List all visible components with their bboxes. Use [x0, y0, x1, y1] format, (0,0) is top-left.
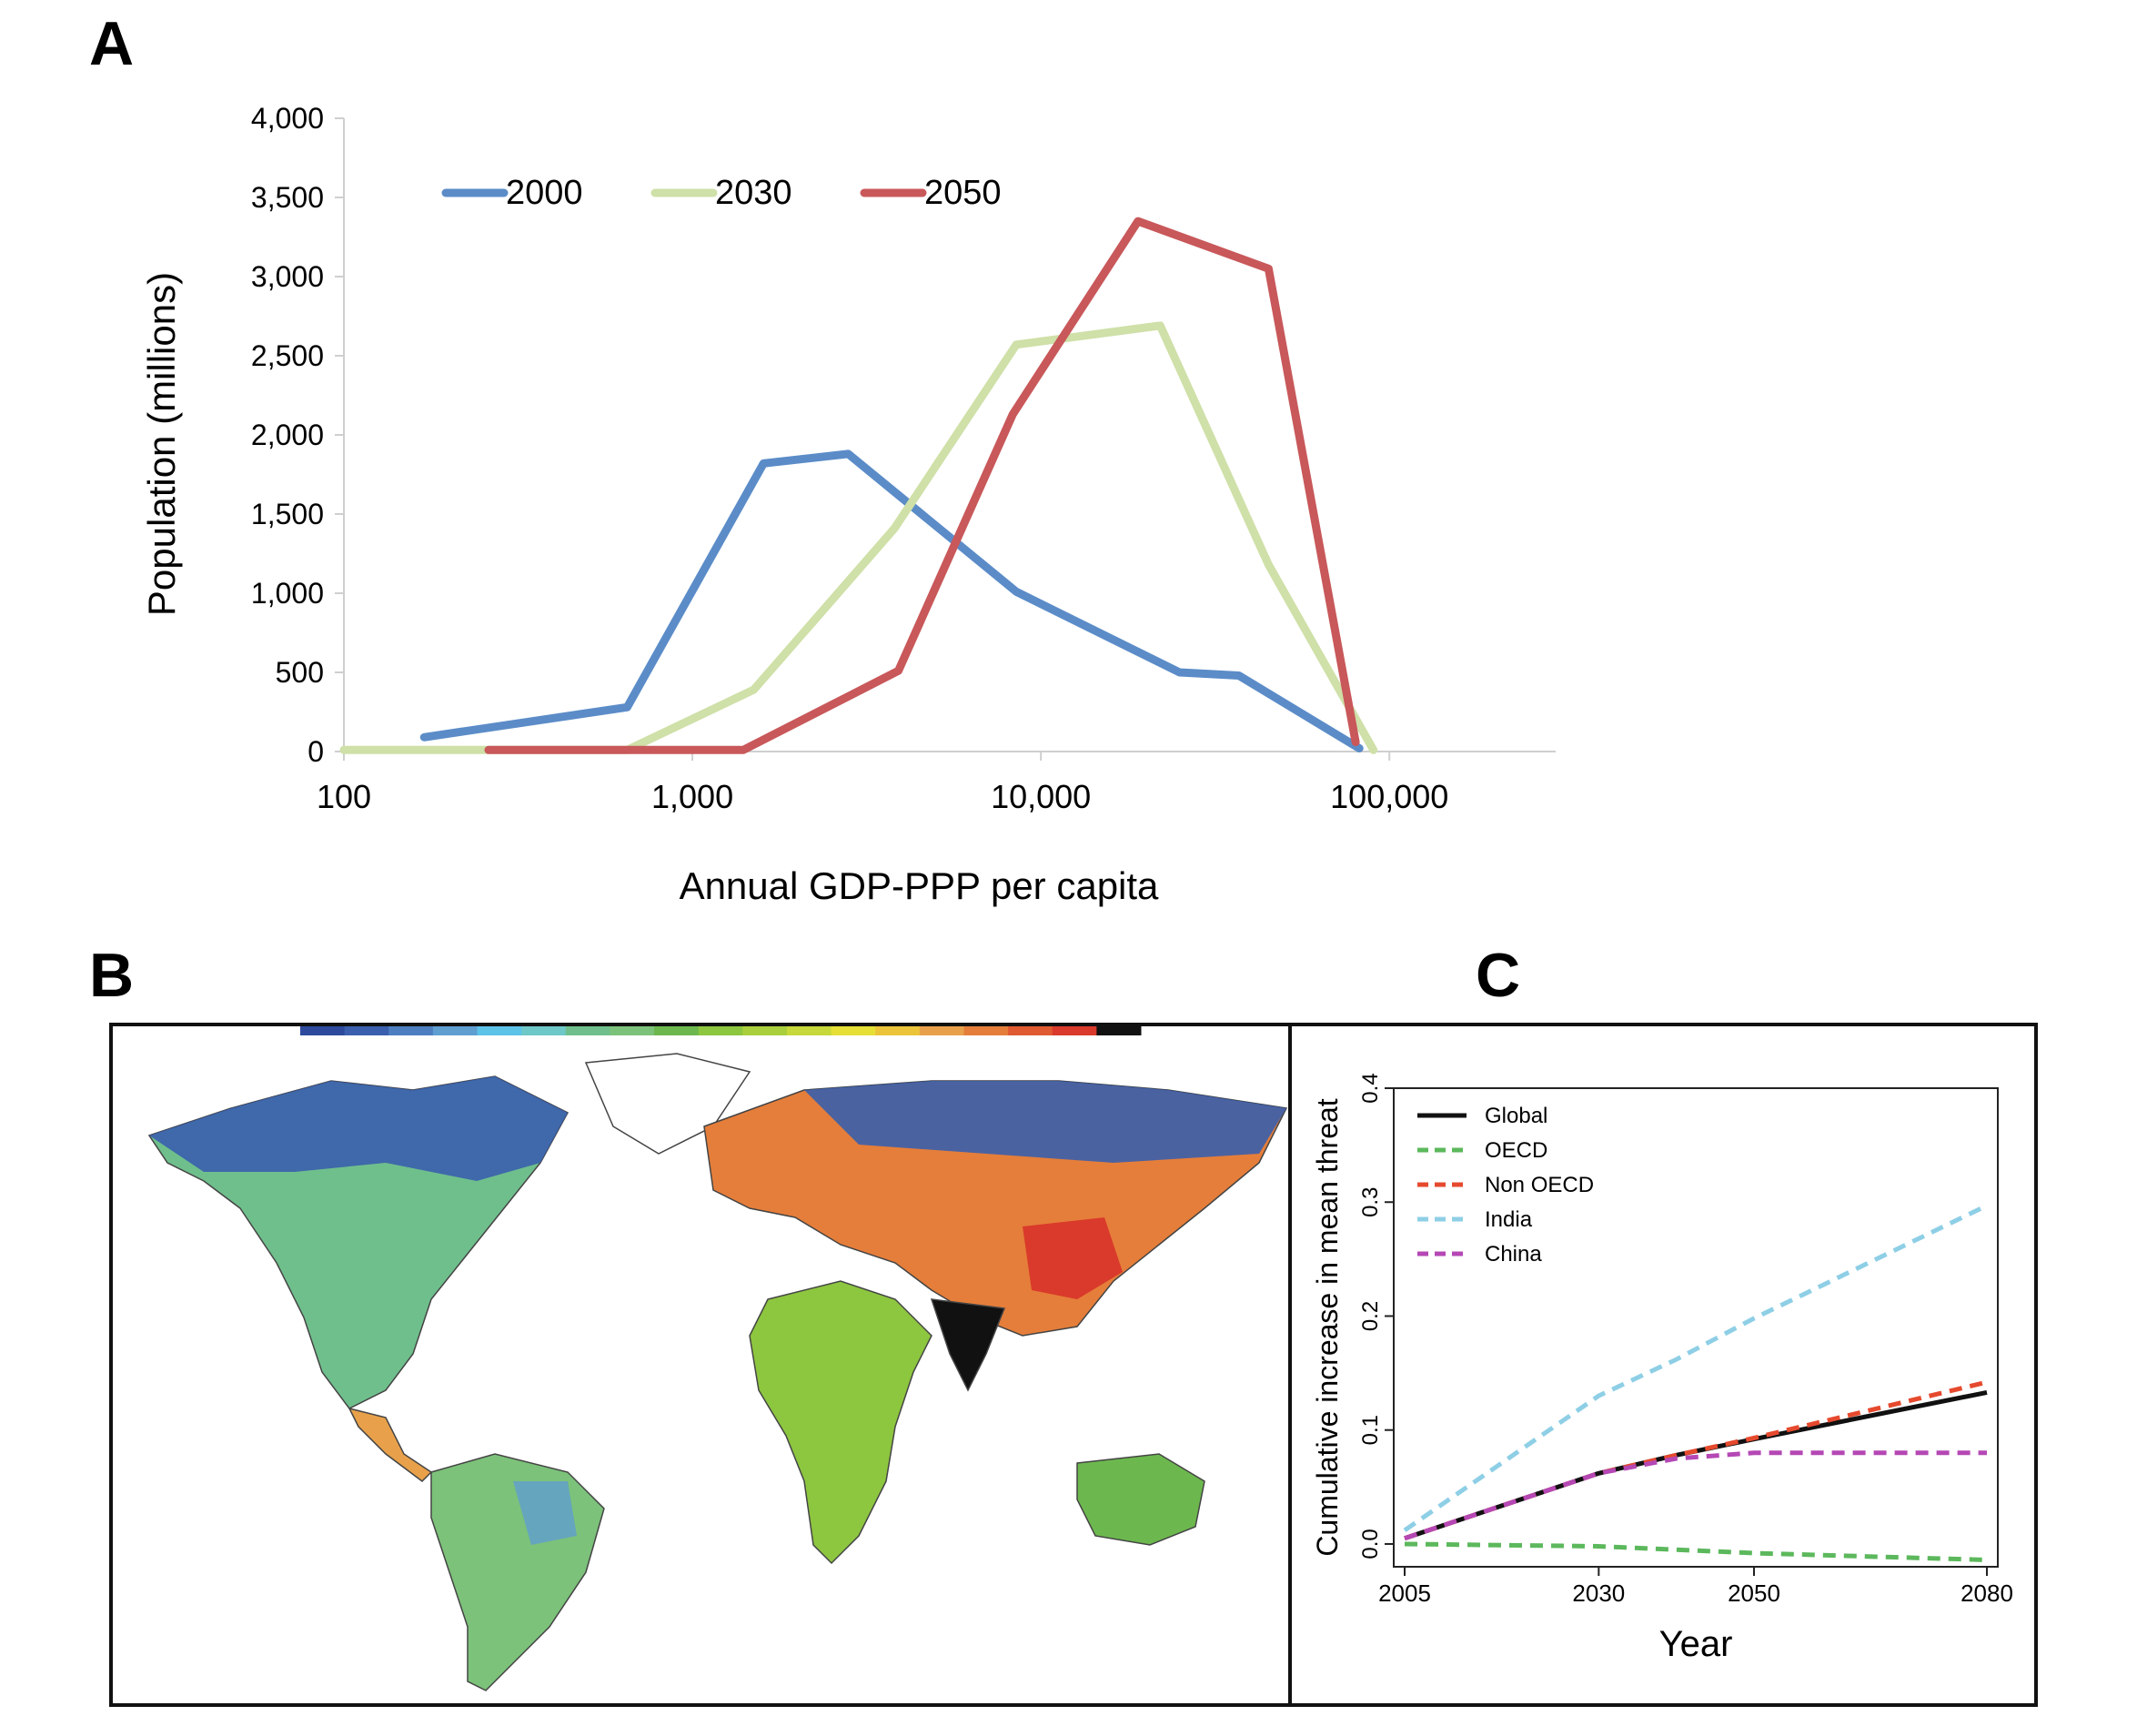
colorbar-cell	[521, 1026, 567, 1035]
x-tick-label: 100,000	[1330, 778, 1448, 815]
colorbar-cell	[388, 1026, 434, 1035]
landmass-north-asia-arctic	[804, 1081, 1286, 1163]
legend-label-India: India	[1485, 1207, 1533, 1232]
colorbar-cell	[963, 1026, 1009, 1035]
series-line-2030	[339, 321, 1378, 754]
series-line-India	[1403, 1203, 1989, 1532]
legend-label-OECD: OECD	[1485, 1138, 1547, 1163]
gdp-population-chart: 0 500 1,000 1,500 2,000 2,500 3,000 3,500 4,000 1…	[140, 102, 1556, 907]
landmass-north-america-arctic	[149, 1076, 568, 1181]
legend-label-Non-OECD: Non OECD	[1485, 1173, 1594, 1197]
colorbar-cell	[786, 1026, 832, 1035]
x-tick-label: 10,000	[991, 778, 1091, 815]
colorbar-cell	[919, 1026, 964, 1035]
series-line-Non-OECD	[1404, 1379, 1988, 1541]
colorbar-cell	[875, 1026, 921, 1035]
colorbar-cell	[831, 1026, 876, 1035]
x-tick-label: 2005	[1378, 1580, 1431, 1607]
legend-label-2000: 2000	[506, 174, 583, 212]
panel-label-c: C	[1476, 941, 1521, 1010]
colorbar-cell	[1052, 1026, 1097, 1035]
legend-label-2050: 2050	[924, 174, 1002, 212]
series-line-2000	[419, 449, 1364, 752]
y-tick-label: 0.3	[1358, 1187, 1383, 1217]
world-threat-map: 0.10.20.30.40.50.60.70.80.9>1	[147, 1026, 1288, 1691]
y-tick-label: 3,500	[251, 181, 324, 214]
colorbar-cell	[344, 1026, 389, 1035]
legend-label-Global: Global	[1485, 1104, 1547, 1128]
y-tick-label: 0.0	[1358, 1529, 1383, 1559]
y-tick-label: 3,000	[251, 260, 324, 293]
colorbar-cell	[432, 1026, 479, 1035]
series-line-Global	[1404, 1389, 1988, 1541]
y-tick-label: 1,000	[251, 577, 324, 610]
x-axis-title: Year	[1659, 1624, 1733, 1664]
x-axis-title: Annual GDP-PPP per capita	[680, 864, 1159, 907]
x-tick-label: 2050	[1728, 1580, 1780, 1607]
colorbar-cell	[610, 1026, 655, 1035]
x-tick-label: 1,000	[651, 778, 733, 815]
colorbar-cell	[698, 1026, 743, 1035]
y-tick-label: 2,500	[251, 339, 324, 372]
landmass-australia	[1076, 1453, 1205, 1546]
y-axis-title: Population (millions)	[140, 272, 183, 616]
colorbar-cell	[300, 1026, 346, 1035]
y-axis-title: Cumulative increase in mean threat	[1311, 1098, 1344, 1556]
legend-label-China: China	[1485, 1242, 1542, 1267]
series-line-2050	[484, 217, 1360, 754]
y-tick-label: 2,000	[251, 419, 324, 451]
legend-label-2030: 2030	[715, 174, 792, 212]
y-tick-label: 0	[307, 735, 324, 768]
x-tick-label: 2030	[1572, 1580, 1625, 1607]
panel-label-a: A	[89, 9, 135, 78]
colorbar-cell	[742, 1026, 788, 1035]
colorbar-cell	[1008, 1026, 1053, 1035]
x-tick-label: 2080	[1961, 1580, 2013, 1607]
y-tick-label: 500	[276, 656, 324, 689]
x-tick-label: 100	[317, 778, 371, 815]
plot-area-box	[1393, 1087, 1999, 1568]
panel-label-b: B	[89, 941, 135, 1010]
landmass-india	[930, 1298, 1006, 1392]
colorbar-cell	[477, 1026, 522, 1035]
y-tick-label: 0.1	[1358, 1415, 1383, 1445]
y-tick-label: 0.4	[1358, 1073, 1383, 1103]
landmass-africa	[749, 1280, 932, 1565]
colorbar-cell	[1096, 1026, 1142, 1035]
series-line-OECD	[1404, 1541, 1988, 1562]
colorbar-cell	[565, 1026, 610, 1035]
series-line-China	[1404, 1450, 1987, 1541]
y-tick-label: 0.2	[1358, 1301, 1383, 1331]
landmass-amazon	[513, 1481, 577, 1545]
map-panel-frame: 0.10.20.30.40.50.60.70.80.9>1	[109, 1023, 1292, 1707]
colorbar-cell	[654, 1026, 700, 1035]
y-tick-label: 4,000	[251, 102, 324, 135]
y-tick-label: 1,500	[251, 498, 324, 530]
landmass-east-asia-hotspot	[1023, 1217, 1123, 1299]
threat-line-chart: 0.0 0.1 0.2 0.3 0.4 2005 2030 2050 2080 Year Cumul…	[1311, 1073, 2013, 1664]
threat-chart-frame: 0.0 0.1 0.2 0.3 0.4 2005 2030 2050 2080 Year Cumul…	[1288, 1023, 2038, 1707]
landmass-central-america	[348, 1407, 433, 1482]
